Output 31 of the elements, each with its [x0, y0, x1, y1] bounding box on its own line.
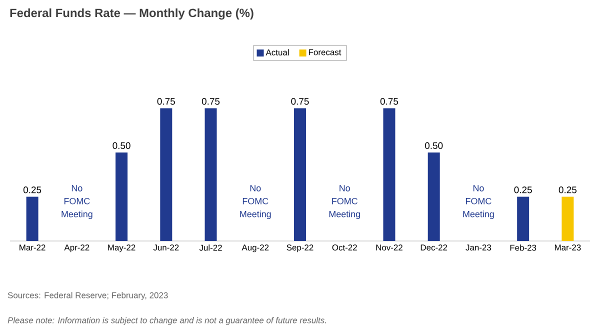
data-label: 0.25 — [514, 186, 532, 194]
x-tick-label: Feb-23 — [510, 244, 536, 251]
data-label: 0.25 — [558, 186, 577, 194]
annotation: No FOMC Meeting — [240, 185, 271, 220]
x-tick-label: Jan-23 — [466, 244, 492, 251]
x-tick-label: Nov-22 — [376, 244, 402, 251]
x-tick-label: Jun-22 — [153, 244, 179, 251]
annotation: No FOMC Meeting — [329, 185, 360, 220]
x-tick-label: Aug-22 — [242, 244, 269, 252]
x-tick-label: Oct-22 — [332, 244, 357, 251]
x-tick-label: Jul-22 — [199, 244, 222, 251]
x-tick-label: May-22 — [108, 244, 136, 252]
chart-title: Federal Funds Rate — Monthly Change (%) — [10, 8, 254, 20]
data-label: 0.25 — [23, 186, 42, 194]
data-label: 0.50 — [425, 142, 443, 149]
data-label: 0.75 — [380, 98, 398, 105]
x-tick-label: Mar-22 — [20, 244, 46, 251]
annotation: No FOMC Meeting — [463, 185, 494, 220]
annotation: No FOMC Meeting — [62, 185, 92, 220]
data-label: 0.75 — [202, 98, 220, 105]
data-label: 0.50 — [112, 142, 130, 149]
legend-label: Forecast — [308, 49, 342, 56]
x-tick-label: Apr-22 — [64, 244, 90, 252]
x-tick-label: Mar-23 — [554, 244, 581, 251]
x-tick-label: Sep-22 — [286, 244, 314, 252]
data-label: 0.75 — [291, 98, 309, 105]
source-note: Sources: Federal Reserve; February, 2023 — [8, 292, 168, 300]
legend-label: Actual — [266, 49, 289, 56]
x-tick-label: Dec-22 — [420, 244, 448, 251]
text: Please note: Information is subject to change and is not a guarantee of future results. — [8, 317, 326, 325]
data-label: 0.75 — [157, 98, 175, 105]
